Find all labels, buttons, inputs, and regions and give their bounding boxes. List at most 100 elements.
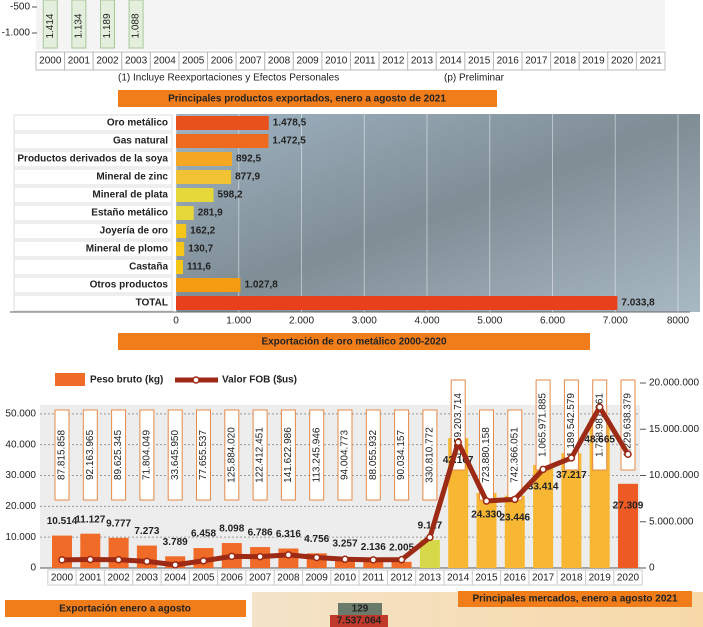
category-label: Mineral de plomo	[86, 244, 168, 255]
x-tick-label: 2012	[382, 56, 405, 67]
value-label: 3.789	[163, 537, 188, 548]
value-label: 7.033,8	[621, 298, 655, 309]
x-tick-label: 6.000	[540, 316, 565, 327]
x-tick-label: 2003	[136, 573, 159, 584]
x-tick-label: 2018	[560, 573, 583, 584]
value-label: 1.134	[74, 13, 85, 38]
value-label: 125.884.020	[226, 427, 237, 483]
label-box	[13, 294, 173, 312]
x-tick-label: 2018	[554, 56, 577, 67]
label-box	[167, 409, 183, 501]
x-tick-label: 2015	[468, 56, 491, 67]
value-label: 877,9	[235, 172, 260, 183]
x-tick-label: 2013	[411, 56, 434, 67]
label-box	[13, 150, 173, 168]
value-label: 2.005	[389, 542, 414, 553]
y2-tick-label: 15.000.000	[649, 424, 699, 435]
x-tick-label: 3.000	[352, 316, 377, 327]
label-box	[13, 114, 173, 132]
label-box	[13, 132, 173, 150]
value-label: 3.257	[332, 539, 357, 550]
category-label: Mineral de zinc	[96, 172, 168, 183]
category-label: Estaño metálico	[91, 208, 168, 219]
map-label-box	[338, 603, 382, 615]
value-label: 24.330	[471, 510, 502, 521]
x-tick-label: 8000	[667, 316, 690, 327]
legend-label: Valor FOB ($us)	[222, 375, 297, 386]
x-tick-label: 2005	[182, 56, 205, 67]
x-tick-label: 2019	[582, 56, 605, 67]
x-tick-label: 2009	[296, 56, 319, 67]
footnote: (p) Preliminar	[444, 73, 505, 84]
x-tick-label: 2016	[497, 56, 520, 67]
value-label: 162,2	[190, 226, 215, 237]
value-label: 4.756	[304, 534, 329, 545]
category-label: Castaña	[129, 262, 168, 273]
value-label: 1.065.971.885	[538, 393, 549, 457]
line-point	[143, 557, 151, 566]
line-point	[199, 557, 208, 565]
value-label: 330.810.772	[425, 427, 436, 483]
line-point	[312, 553, 321, 562]
label-box	[54, 409, 70, 501]
x-tick-label: 7.000	[603, 316, 628, 327]
value-label: 77.655.537	[198, 430, 209, 480]
bar	[533, 464, 554, 568]
value-label: 27.309	[613, 500, 644, 511]
map-label-box	[330, 615, 388, 627]
value-label: 1.088	[131, 13, 142, 38]
x-tick-label: 2005	[192, 573, 215, 584]
bar	[176, 278, 241, 292]
y-tick-label: -500	[10, 2, 30, 13]
x-tick-label: 2006	[221, 573, 244, 584]
x-tick-label: 2002	[96, 56, 119, 67]
y-tick-label: -1.000	[2, 28, 31, 39]
chart-title: Principales productos exportados, enero …	[168, 94, 446, 105]
x-tick-label: 2011	[363, 573, 385, 584]
line-point	[114, 555, 123, 564]
x-tick-label: 0	[173, 316, 179, 327]
line-point	[86, 555, 95, 564]
value-label: 1.189.542.579	[566, 393, 577, 457]
value-label: 37.217	[556, 470, 587, 481]
x-tick-label: 2010	[325, 56, 348, 67]
value-label: 892,5	[236, 154, 261, 165]
y2-tick-label: 5.000.000	[649, 516, 694, 527]
line-point	[482, 497, 491, 505]
legend-swatch	[192, 376, 200, 384]
label-box	[13, 168, 173, 186]
y-tick-label: 50.000	[5, 408, 36, 419]
category-label: Otros productos	[90, 280, 169, 291]
line-point	[426, 533, 434, 542]
title-band	[118, 90, 497, 107]
value-label: 130,7	[188, 244, 213, 255]
section-title: Exportación enero a agosto	[59, 604, 191, 615]
x-tick-label: 2010	[334, 573, 357, 584]
title-band	[118, 333, 590, 350]
label-box	[82, 409, 98, 501]
label-box	[196, 409, 211, 501]
value-label: 113.245.946	[311, 427, 322, 482]
label-box	[13, 222, 173, 240]
x-tick-label: 2014	[439, 56, 462, 67]
value-label: 1.738.981.061	[594, 393, 605, 457]
value-label: 33.645.950	[170, 430, 181, 480]
x-tick-label: 2002	[107, 573, 130, 584]
value-label: 71.804.049	[142, 430, 153, 480]
value-label: 1.478,5	[273, 118, 307, 129]
x-tick-label: 2001	[79, 573, 102, 584]
value-label: 90.034.157	[396, 430, 407, 480]
value-label: 33.414	[528, 482, 559, 493]
x-tick-label: 2017	[525, 56, 548, 67]
line-point	[58, 556, 66, 564]
label-box	[128, 0, 144, 49]
bar	[176, 116, 269, 130]
x-tick-label: 2013	[419, 573, 442, 584]
bar	[176, 242, 185, 256]
bar	[504, 495, 525, 568]
value-label: 94.004.773	[340, 430, 351, 480]
x-tick-label: 2008	[268, 56, 291, 67]
x-tick-label: 2006	[211, 56, 234, 67]
category-label: Productos derivados de la soya	[17, 154, 168, 165]
label-box	[13, 240, 173, 258]
